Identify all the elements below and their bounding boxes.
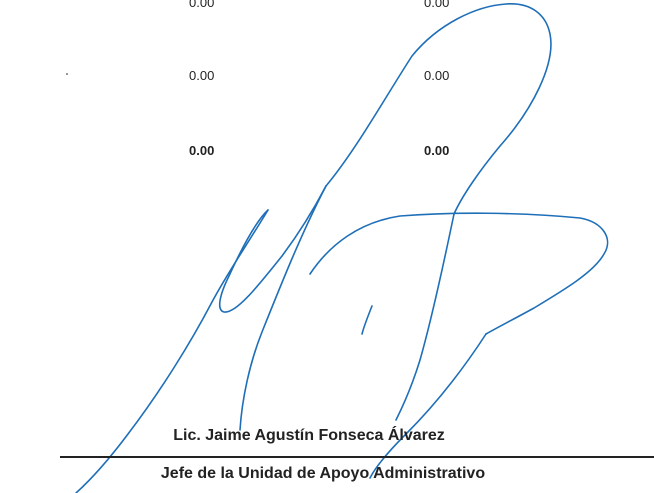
signature-stroke-big-arc bbox=[239, 185, 327, 431]
signature-stroke-left-loop bbox=[218, 185, 327, 313]
signature-stroke-right-loop bbox=[309, 212, 609, 335]
signature-stroke-upper-arc bbox=[325, 3, 552, 215]
value-row1-col2: 0.00 bbox=[424, 0, 450, 10]
total-col1: 0.00 bbox=[189, 143, 215, 158]
scan-speck bbox=[66, 73, 68, 75]
signature-stroke-mark bbox=[361, 305, 373, 335]
signature-rule bbox=[60, 456, 654, 458]
value-row1-col1: 0.00 bbox=[189, 0, 215, 10]
value-row2-col2: 0.00 bbox=[424, 68, 450, 83]
signature-stroke-long-left bbox=[75, 209, 269, 493]
total-col2: 0.00 bbox=[424, 143, 450, 158]
value-row2-col1: 0.00 bbox=[189, 68, 215, 83]
signature-stroke-descender bbox=[395, 213, 455, 421]
signature-stroke-lower-tail bbox=[369, 333, 487, 479]
signer-name: Lic. Jaime Agustín Fonseca Álvarez bbox=[173, 427, 445, 444]
signer-title: Jefe de la Unidad de Apoyo Administrativ… bbox=[160, 465, 486, 482]
